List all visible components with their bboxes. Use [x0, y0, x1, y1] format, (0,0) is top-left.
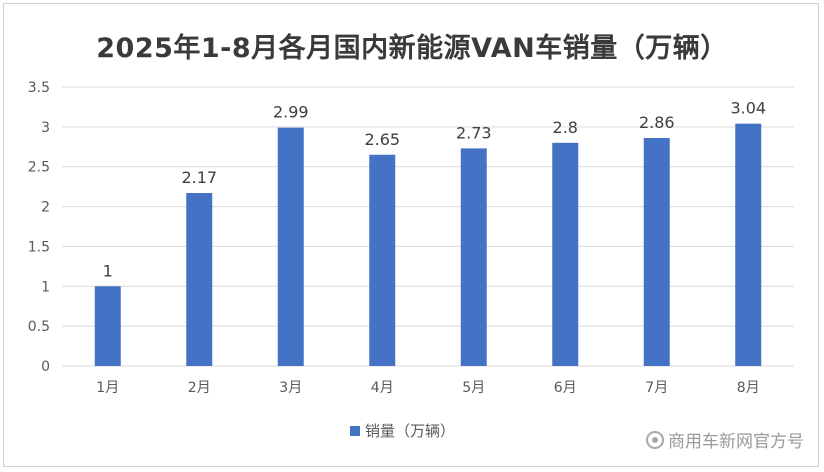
bar — [277, 127, 304, 366]
data-label: 3.04 — [730, 99, 766, 118]
chart-title: 2025年1-8月各月国内新能源VAN车销量（万辆） — [96, 33, 728, 64]
x-tick-label: 6月 — [554, 380, 577, 396]
bar — [369, 154, 396, 366]
bar — [186, 193, 213, 366]
bar-chart: 0 0.5 1 1.5 2 2.5 3 3.5 1 1月 2.17 2月 2.99 3月 2.65 4月 2.7… — [28, 80, 794, 440]
data-label: 2.86 — [639, 113, 675, 132]
y-tick-label: 0.5 — [28, 319, 50, 335]
data-label: 2.8 — [553, 118, 578, 137]
data-label: 2.65 — [364, 130, 400, 149]
chart-frame: 2025年1-8月各月国内新能源VAN车销量（万辆） 0 0.5 1 1.5 2 2.5 3… — [3, 3, 819, 467]
bar — [643, 138, 670, 366]
data-label: 2.73 — [456, 123, 492, 142]
y-tick-label: 0 — [41, 359, 50, 375]
legend-label: 销量（万辆） — [365, 422, 455, 440]
y-tick-label: 2 — [41, 200, 50, 216]
watermark-logo-icon — [646, 430, 664, 449]
y-tick-label: 2.5 — [28, 160, 50, 176]
data-label: 2.17 — [181, 168, 217, 187]
watermark: 商用车新网官方号 — [646, 427, 804, 452]
y-tick-label: 3 — [41, 120, 50, 136]
x-tick-label: 1月 — [96, 380, 119, 396]
bar — [735, 123, 762, 366]
watermark-text: 商用车新网官方号 — [668, 432, 804, 452]
x-tick-label: 7月 — [645, 380, 668, 396]
y-tick-label: 1 — [41, 279, 50, 295]
data-label: 2.99 — [273, 103, 309, 122]
x-tick-label: 5月 — [462, 380, 485, 396]
bar — [460, 148, 487, 366]
x-tick-label: 2月 — [188, 380, 211, 396]
data-label: 1 — [103, 261, 113, 280]
x-tick-label: 8月 — [737, 380, 760, 396]
y-tick-label: 1.5 — [28, 239, 50, 255]
bar — [94, 286, 121, 366]
legend-swatch — [350, 426, 360, 436]
bar — [552, 142, 579, 366]
y-tick-label: 3.5 — [28, 80, 50, 96]
x-tick-label: 3月 — [279, 380, 302, 396]
x-tick-label: 4月 — [371, 380, 394, 396]
